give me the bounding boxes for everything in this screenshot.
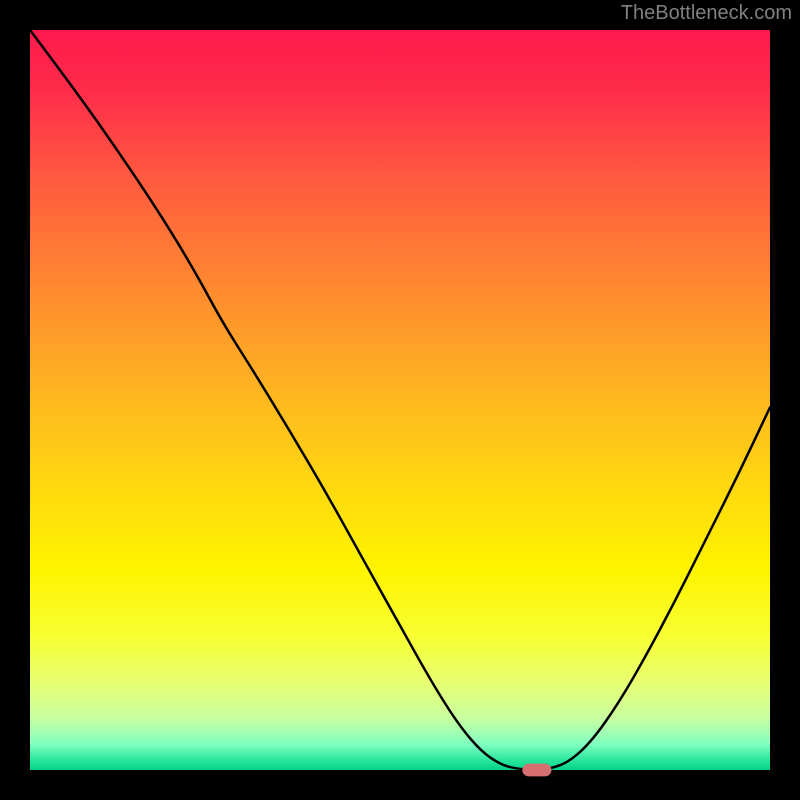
chart-svg — [0, 0, 800, 800]
watermark-text: TheBottleneck.com — [621, 2, 792, 25]
plot-gradient-background — [30, 30, 770, 770]
optimal-point-marker — [523, 764, 551, 776]
bottleneck-chart: TheBottleneck.com — [0, 0, 800, 800]
